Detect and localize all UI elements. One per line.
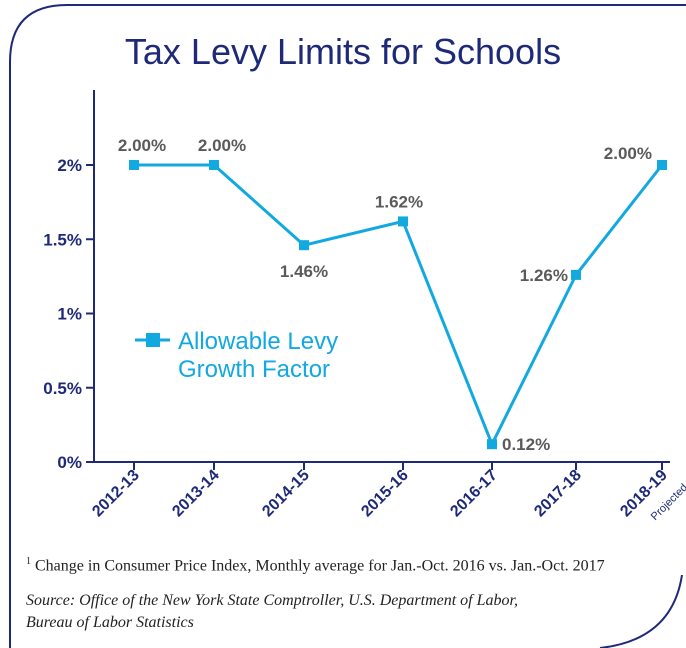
data-label: 2.00% bbox=[198, 136, 246, 155]
legend-label-line1: Allowable Levy bbox=[178, 328, 338, 355]
x-tick-label: 2014-15 bbox=[259, 467, 313, 521]
footnote-marker: 1 bbox=[26, 556, 31, 567]
x-tick-label: 2013-14 bbox=[169, 467, 223, 521]
legend-marker-swatch bbox=[146, 333, 160, 347]
data-label: 2.00% bbox=[118, 136, 166, 155]
x-tick-label: 2012-13 bbox=[89, 467, 143, 521]
y-tick-label: 2% bbox=[57, 156, 82, 175]
chart-title: Tax Levy Limits for Schools bbox=[125, 31, 561, 72]
series-marks bbox=[129, 160, 667, 450]
footnote-text: Change in Consumer Price Index, Monthly … bbox=[35, 557, 605, 575]
data-point bbox=[209, 160, 219, 170]
y-tick-label: 1.5% bbox=[43, 230, 82, 249]
x-tick-label: 2015-16 bbox=[358, 467, 412, 521]
source-note: Source: Office of the New York State Com… bbox=[26, 590, 626, 634]
data-point bbox=[299, 240, 309, 251]
y-tick-label: 0.5% bbox=[43, 379, 82, 398]
frame-border bbox=[9, 4, 686, 648]
data-point bbox=[571, 269, 581, 280]
frame-corner-bottom-right bbox=[599, 574, 683, 648]
data-point bbox=[487, 439, 497, 450]
data-label: 1.46% bbox=[280, 262, 328, 281]
data-label: 1.62% bbox=[375, 192, 423, 211]
y-tick-label: 0% bbox=[57, 453, 82, 472]
source-line-1: Source: Office of the New York State Com… bbox=[26, 592, 518, 609]
x-tick-label: 2016-17 bbox=[447, 467, 501, 521]
data-label: 1.26% bbox=[520, 266, 568, 285]
data-labels: 2.00% 2.00% 1.46% 1.62% 0.12% 1.26% 2.00% bbox=[118, 136, 652, 454]
x-tick-label: 2017-18 bbox=[531, 467, 585, 521]
footnote: 1 Change in Consumer Price Index, Monthl… bbox=[26, 556, 666, 575]
legend: Allowable Levy Growth Factor bbox=[135, 328, 338, 383]
data-point bbox=[129, 160, 139, 170]
data-point bbox=[398, 216, 408, 227]
y-tick-label: 1% bbox=[57, 305, 82, 324]
data-point bbox=[657, 160, 667, 170]
source-line-2: Bureau of Labor Statistics bbox=[26, 614, 194, 631]
data-label: 0.12% bbox=[502, 435, 550, 454]
data-label: 2.00% bbox=[604, 144, 652, 163]
legend-label-line2: Growth Factor bbox=[178, 356, 330, 383]
